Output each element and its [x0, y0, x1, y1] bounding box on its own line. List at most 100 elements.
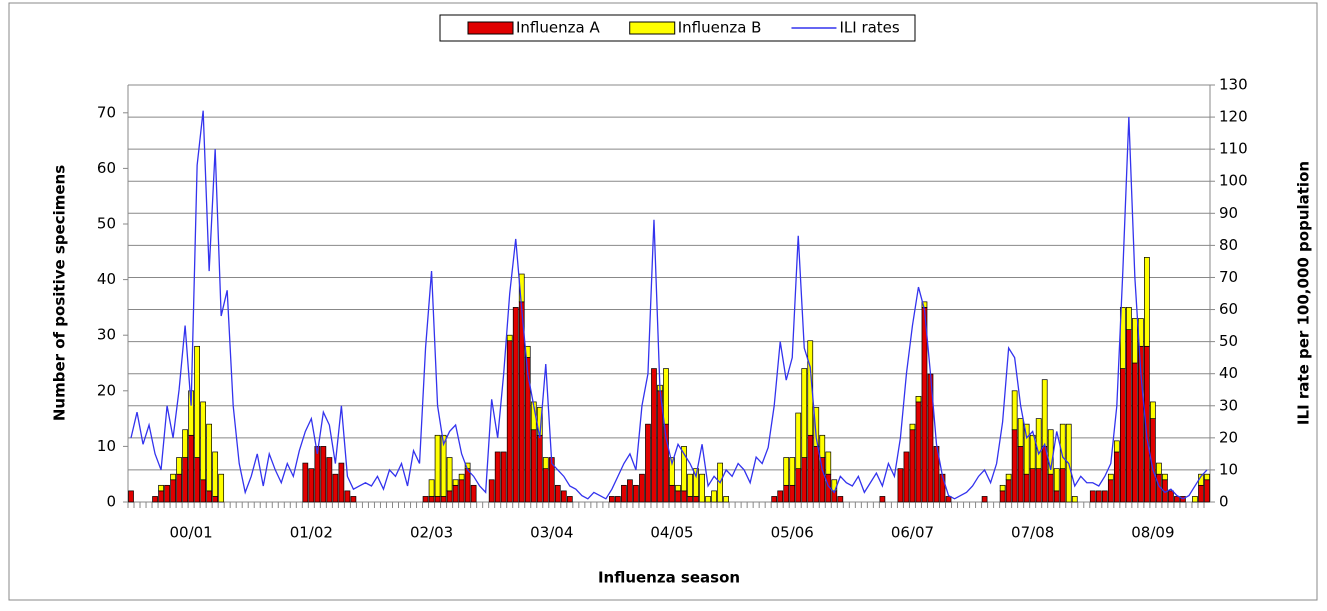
bar [176, 457, 182, 475]
bar [669, 457, 675, 486]
y2-axis-title: ILI rate per 100,000 population [1295, 161, 1313, 425]
bar [446, 490, 453, 503]
bar [470, 484, 477, 503]
bar [945, 496, 952, 503]
bar [1023, 473, 1030, 503]
bar [1071, 496, 1078, 503]
bar [1150, 401, 1156, 419]
bar [1011, 390, 1018, 431]
x-tick-label: 06/07 [891, 524, 934, 542]
bar [675, 484, 681, 492]
x-axis-title: Influenza season [598, 569, 740, 587]
x-tick-label: 04/05 [650, 524, 693, 542]
bar [518, 273, 525, 303]
bar [1113, 451, 1120, 503]
bar [344, 490, 351, 503]
bar [663, 368, 669, 425]
y2-tick-label: 60 [1219, 300, 1238, 318]
bar [693, 468, 699, 497]
bar [326, 457, 333, 503]
bar [675, 490, 681, 503]
legend-box [439, 14, 916, 42]
bar [212, 496, 219, 503]
bar [879, 496, 886, 503]
bar [1156, 462, 1162, 475]
bar [152, 496, 158, 503]
y2-tick-label: 70 [1219, 268, 1238, 286]
bar [1047, 473, 1054, 503]
x-tick-label: 03/04 [530, 524, 573, 542]
bar [909, 429, 916, 503]
bar [350, 496, 357, 503]
bar [1107, 473, 1114, 481]
legend-swatch [467, 21, 514, 35]
bar [206, 490, 213, 503]
bar [1198, 484, 1204, 503]
bar [1174, 496, 1180, 503]
y2-tick-label: 0 [1219, 493, 1229, 511]
bar [627, 479, 633, 503]
y2-tick-label: 10 [1219, 460, 1238, 478]
bar [813, 446, 820, 503]
x-tick-label: 08/09 [1131, 524, 1174, 542]
x-tick-label: 05/06 [771, 524, 814, 542]
bar [494, 451, 501, 503]
bar [320, 446, 327, 503]
bar [1168, 490, 1174, 503]
bar [795, 468, 802, 503]
bar [158, 484, 164, 492]
bar [1059, 423, 1066, 469]
y-tick-label: 70 [97, 103, 116, 121]
bar [645, 423, 651, 503]
y-tick-label: 40 [97, 270, 116, 288]
bar [1101, 490, 1108, 503]
bar [422, 496, 429, 503]
bar [705, 496, 711, 503]
bar [1204, 479, 1210, 503]
bar [488, 479, 495, 503]
bar [428, 479, 435, 497]
bar [1132, 362, 1138, 503]
bar [182, 429, 188, 458]
bar [783, 484, 790, 503]
y-tick-label: 60 [97, 159, 116, 177]
bar [813, 407, 820, 447]
bar [999, 484, 1006, 492]
bar [633, 484, 639, 503]
bar [176, 473, 182, 503]
bar [200, 401, 206, 481]
y2-tick-label: 30 [1219, 396, 1238, 414]
bar [615, 496, 621, 503]
bar [308, 468, 315, 503]
bar [440, 434, 447, 497]
bar [1132, 318, 1138, 364]
y2-tick-label: 130 [1219, 76, 1248, 94]
bar [915, 401, 922, 503]
bar [771, 496, 778, 503]
bar [1035, 468, 1042, 503]
bar [1095, 490, 1102, 503]
y-tick-label: 30 [97, 326, 116, 344]
bar [434, 496, 441, 503]
bar [921, 307, 928, 503]
bar [1053, 468, 1060, 492]
bar [825, 451, 832, 475]
bar [819, 457, 826, 503]
bar [1029, 434, 1036, 469]
bar [795, 412, 802, 469]
bar [681, 446, 687, 492]
bar [164, 484, 170, 503]
bar [158, 490, 164, 503]
bar [1192, 496, 1198, 503]
bar [1035, 418, 1042, 469]
bar [536, 434, 543, 503]
bar [681, 490, 687, 503]
bar [1005, 479, 1012, 503]
bar [723, 496, 729, 503]
bar [837, 496, 844, 503]
bar [200, 479, 206, 503]
bar [566, 496, 573, 503]
bar [807, 434, 814, 503]
bar [1107, 479, 1114, 503]
bar [1144, 257, 1150, 347]
